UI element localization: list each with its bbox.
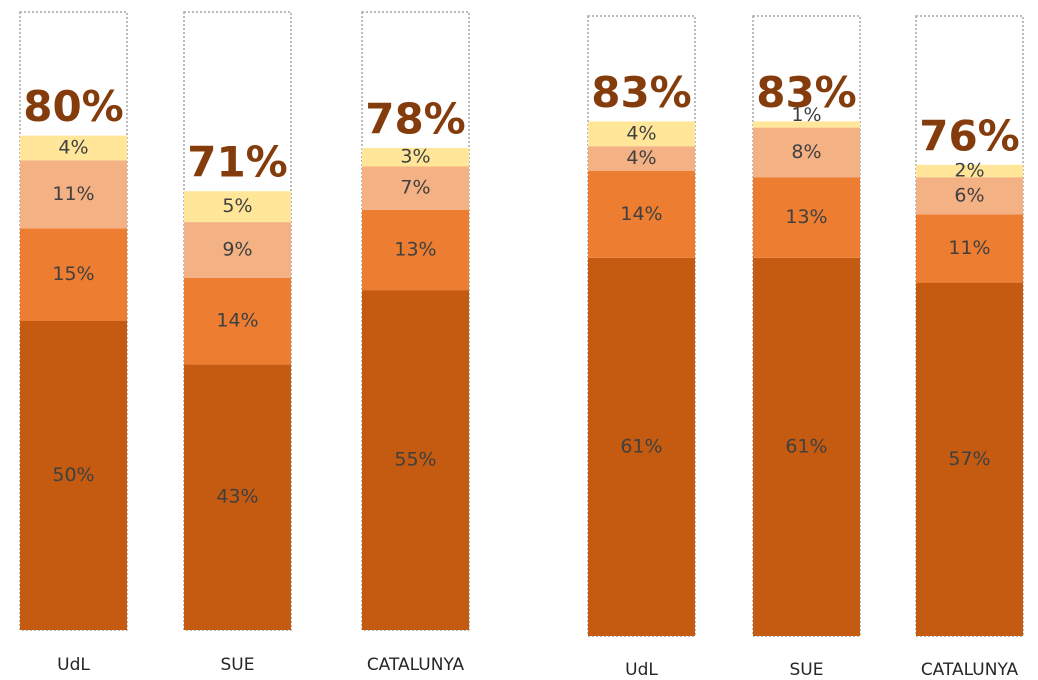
segment-label: 13% xyxy=(785,206,827,228)
bar-segment xyxy=(362,147,469,167)
segment-label: 13% xyxy=(394,238,436,260)
segment-label: 57% xyxy=(948,448,990,470)
bar-segment xyxy=(916,214,1023,283)
bar-segment xyxy=(753,177,860,258)
total-label: 83% xyxy=(591,68,692,117)
segment-label: 14% xyxy=(620,203,662,225)
x-tick-label: CATALUNYA xyxy=(921,660,1019,680)
segment-label: 8% xyxy=(791,141,821,163)
bar-segment xyxy=(20,228,127,321)
segment-label: 1% xyxy=(791,104,821,126)
bar-segment xyxy=(184,277,291,365)
segment-label: 7% xyxy=(400,177,430,199)
bar-segment xyxy=(184,364,291,630)
bar-segment xyxy=(916,282,1023,636)
x-tick-label: CATALUNYA xyxy=(367,655,465,675)
bar-chart: 50% 15% 11% 4% 80% UdL 43% 14% 9% 5% 71% SUE 55% 13% 7… xyxy=(19,11,470,675)
segment-label: 61% xyxy=(785,435,827,457)
bar-segment xyxy=(916,177,1023,215)
segment-label: 2% xyxy=(954,160,984,182)
bar-segment xyxy=(184,222,291,278)
segment-label: 43% xyxy=(216,486,258,508)
bar-segment xyxy=(20,160,127,229)
bar-segment xyxy=(362,166,469,210)
bar-segment xyxy=(362,290,469,630)
segment-label: 4% xyxy=(626,147,656,169)
segment-label: 3% xyxy=(400,146,430,168)
x-tick-label: SUE xyxy=(790,660,824,680)
segment-label: 55% xyxy=(394,449,436,471)
bar-segment xyxy=(588,146,695,171)
segment-label: 4% xyxy=(626,122,656,144)
bar-segment xyxy=(753,121,860,128)
bar-chart: 61%14%4%4%83%UdL61%13%8%1%83%SUE57%11%6%… xyxy=(587,15,1024,680)
bar-segment xyxy=(588,121,695,147)
total-label: 71% xyxy=(187,138,288,187)
total-label: 76% xyxy=(919,111,1020,160)
total-label: 83% xyxy=(756,68,857,117)
x-tick-label: SUE xyxy=(221,655,255,675)
bar-segment xyxy=(916,164,1023,178)
segment-label: 50% xyxy=(52,464,94,486)
segment-label: 6% xyxy=(954,184,984,206)
x-tick-label: UdL xyxy=(57,655,90,675)
bar-segment xyxy=(588,257,695,636)
bar-segment xyxy=(20,135,127,161)
bar-segment xyxy=(184,191,291,223)
bar-segment xyxy=(588,171,695,258)
bar-segment xyxy=(753,257,860,636)
segment-label: 11% xyxy=(948,237,990,259)
segment-label: 61% xyxy=(620,435,662,457)
total-label: 80% xyxy=(23,82,124,131)
segment-label: 14% xyxy=(216,310,258,332)
segment-label: 9% xyxy=(222,238,252,260)
bar-segment xyxy=(753,127,860,178)
segment-label: 11% xyxy=(52,183,94,205)
segment-label: 5% xyxy=(222,195,252,217)
bar-segment xyxy=(362,209,469,291)
x-tick-label: UdL xyxy=(625,660,658,680)
bar-segment xyxy=(20,321,127,630)
segment-label: 15% xyxy=(52,263,94,285)
total-label: 78% xyxy=(365,94,466,143)
segment-label: 4% xyxy=(58,136,88,158)
